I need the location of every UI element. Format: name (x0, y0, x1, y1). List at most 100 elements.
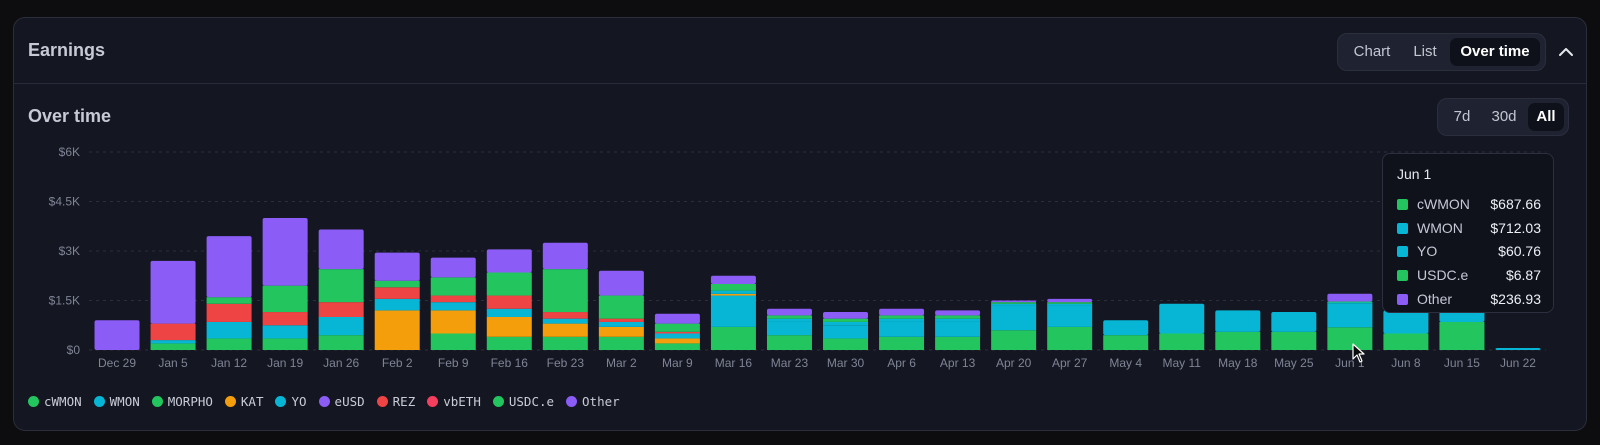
bar-segment-other[interactable] (991, 300, 1037, 303)
bar-stack-jan-26[interactable] (318, 229, 364, 350)
legend-item-rez[interactable]: REZ (376, 394, 415, 409)
range-7d-tab[interactable]: 7d (1453, 108, 1471, 125)
bar-segment-morpho[interactable] (542, 336, 588, 350)
bar-segment-yo[interactable] (823, 321, 869, 326)
bar-stack-jun-8[interactable] (1383, 310, 1429, 351)
bar-segment-other[interactable] (1047, 298, 1093, 303)
bar-segment-usdce[interactable] (486, 272, 532, 296)
bar-segment-cwmon[interactable] (1103, 335, 1149, 350)
bar-stack-jan-12[interactable] (206, 236, 252, 350)
legend-item-other[interactable]: Other (566, 394, 620, 409)
bar-stack-may-18[interactable] (1215, 310, 1261, 350)
bar-stack-may-11[interactable] (1159, 303, 1205, 351)
bar-segment-other[interactable] (710, 275, 756, 284)
bar-segment-cwmon[interactable] (879, 336, 925, 350)
legend-item-wmon[interactable]: WMON (93, 394, 140, 409)
bar-segment-wmon[interactable] (991, 305, 1037, 331)
bar-segment-cwmon[interactable] (1047, 326, 1093, 350)
bar-segment-usdce[interactable] (823, 318, 869, 322)
bar-segment-usdce[interactable] (1327, 301, 1373, 303)
legend-item-usdce[interactable]: USDC.e (492, 394, 554, 409)
bar-segment-usdce[interactable] (1047, 302, 1093, 304)
legend-item-yo[interactable]: YO (275, 394, 307, 409)
bar-stack-may-25[interactable] (1271, 312, 1317, 350)
bar-segment-yo[interactable] (318, 317, 364, 336)
bar-segment-morpho[interactable] (150, 343, 196, 350)
bar-segment-usdce[interactable] (991, 302, 1037, 304)
bar-segment-wmon[interactable] (710, 295, 756, 327)
bar-segment-yo[interactable] (542, 318, 588, 324)
bar-segment-kat[interactable] (654, 338, 700, 344)
bar-segment-yo[interactable] (374, 298, 420, 311)
bar-segment-cwmon[interactable] (1327, 327, 1373, 350)
bar-segment-wmon[interactable] (1215, 310, 1261, 332)
bar-segment-rez[interactable] (598, 318, 644, 322)
bar-stack-mar-23[interactable] (766, 308, 812, 350)
bar-segment-yo[interactable] (766, 318, 812, 322)
bar-segment-wmon[interactable] (1495, 348, 1541, 350)
bar-segment-cwmon[interactable] (935, 336, 981, 350)
bar-segment-rez[interactable] (654, 331, 700, 334)
bar-segment-cwmon[interactable] (1159, 333, 1205, 351)
bar-segment-kat[interactable] (710, 293, 756, 296)
bar-segment-rez[interactable] (486, 295, 532, 309)
bar-segment-yo[interactable] (1327, 301, 1373, 304)
bar-segment-cwmon[interactable] (1383, 333, 1429, 351)
bar-segment-kat[interactable] (486, 317, 532, 337)
range-all-tab[interactable]: All (1528, 103, 1564, 131)
bar-segment-rez[interactable] (150, 323, 196, 341)
bar-segment-rez[interactable] (430, 295, 476, 303)
bar-segment-other[interactable] (598, 270, 644, 296)
bar-segment-rez[interactable] (318, 302, 364, 317)
bar-segment-yo[interactable] (710, 290, 756, 294)
bar-stack-mar-2[interactable] (598, 270, 644, 350)
bar-segment-cwmon[interactable] (766, 335, 812, 350)
bar-segment-yo[interactable] (486, 308, 532, 317)
bar-segment-other[interactable] (542, 242, 588, 270)
bar-stack-apr-27[interactable] (1047, 298, 1093, 350)
bar-segment-yo[interactable] (1047, 303, 1093, 306)
bar-segment-yo[interactable] (879, 318, 925, 322)
bar-segment-other[interactable] (766, 308, 812, 316)
bar-segment-other[interactable] (206, 236, 252, 298)
bar-stack-apr-20[interactable] (991, 300, 1037, 351)
bar-segment-wmon[interactable] (1103, 320, 1149, 336)
bar-segment-morpho[interactable] (430, 333, 476, 351)
bar-stack-apr-6[interactable] (879, 308, 925, 350)
bar-segment-cwmon[interactable] (991, 330, 1037, 350)
bar-stack-dec-29[interactable] (94, 320, 140, 350)
bar-segment-wmon[interactable] (1159, 303, 1205, 334)
bar-segment-yo[interactable] (150, 340, 196, 344)
chevron-up-icon[interactable] (1557, 44, 1575, 60)
bar-segment-other[interactable] (879, 308, 925, 316)
bar-segment-usdce[interactable] (374, 280, 420, 288)
bar-segment-usdce[interactable] (766, 315, 812, 319)
bar-segment-rez[interactable] (374, 287, 420, 299)
view-chart-tab[interactable]: Chart (1353, 43, 1391, 60)
bar-stack-jan-5[interactable] (150, 260, 196, 350)
bar-segment-morpho[interactable] (318, 335, 364, 350)
legend-item-vbeth[interactable]: vbETH (427, 394, 481, 409)
bar-stack-jan-19[interactable] (262, 218, 308, 350)
bar-segment-other[interactable] (94, 320, 140, 350)
bar-segment-usdce[interactable] (879, 315, 925, 319)
legend-item-morpho[interactable]: MORPHO (151, 394, 213, 409)
legend-item-kat[interactable]: KAT (224, 394, 263, 409)
bar-segment-cwmon[interactable] (1271, 331, 1317, 350)
bar-stack-may-4[interactable] (1103, 320, 1149, 350)
bar-segment-morpho[interactable] (262, 338, 308, 350)
bar-segment-other[interactable] (318, 229, 364, 270)
bar-stack-feb-2[interactable] (374, 252, 420, 350)
bar-segment-wmon[interactable] (1327, 303, 1373, 328)
bar-segment-other[interactable] (262, 218, 308, 286)
bar-segment-other[interactable] (935, 310, 981, 316)
bar-segment-yo[interactable] (654, 333, 700, 339)
bar-stack-feb-16[interactable] (486, 249, 532, 350)
bar-segment-usdce[interactable] (710, 284, 756, 291)
bar-segment-yo[interactable] (991, 303, 1037, 306)
bar-segment-other[interactable] (430, 257, 476, 278)
bar-segment-other[interactable] (1327, 293, 1373, 302)
bar-segment-morpho[interactable] (598, 336, 644, 350)
bar-segment-yo[interactable] (430, 302, 476, 311)
bar-segment-kat[interactable] (374, 310, 420, 350)
